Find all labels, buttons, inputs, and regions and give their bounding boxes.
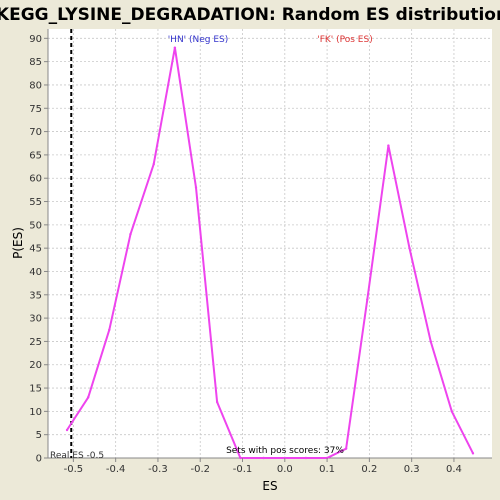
pos-scores-label: Sets with pos scores: 37% xyxy=(226,446,344,456)
ticks: 0 5 10 15 20 25 30 35 40 45 50 55 60 65 70 75 80 85 90 -0.5… xyxy=(29,34,462,475)
y-tick-label: 70 xyxy=(29,127,42,138)
data-point xyxy=(304,456,308,460)
y-tick-label: 55 xyxy=(29,197,42,208)
y-tick-label: 35 xyxy=(29,290,42,301)
y-tick-label: 0 xyxy=(36,454,42,465)
data-point xyxy=(429,340,432,343)
y-tick-label: 25 xyxy=(29,337,42,348)
data-point xyxy=(129,232,132,236)
plot-area xyxy=(48,29,492,458)
data-point xyxy=(86,396,90,399)
y-tick-label: 15 xyxy=(29,384,42,395)
data-point xyxy=(366,298,369,301)
x-tick-label: 0.4 xyxy=(446,464,462,475)
y-tick-label: 65 xyxy=(29,150,42,161)
data-point xyxy=(239,456,242,460)
x-tick-label: 0.3 xyxy=(404,464,420,475)
y-tick-label: 50 xyxy=(29,220,42,231)
data-point xyxy=(262,456,265,460)
series-layer xyxy=(65,29,475,460)
series-line xyxy=(66,46,474,459)
x-tick-label: -0.2 xyxy=(190,464,210,475)
data-point xyxy=(152,163,155,166)
data-point xyxy=(215,400,219,404)
x-axis-title: ES xyxy=(262,479,277,493)
data-point xyxy=(65,428,69,432)
y-tick-label: 5 xyxy=(36,430,42,441)
data-point xyxy=(108,328,111,331)
y-tick-label: 30 xyxy=(29,314,42,325)
neg-es-label: 'HN' (Neg ES) xyxy=(168,35,229,45)
y-tick-label: 45 xyxy=(29,244,42,255)
data-point xyxy=(194,186,198,189)
x-tick-label: -0.3 xyxy=(148,464,168,475)
y-axis-title: P(ES) xyxy=(11,227,25,259)
data-point xyxy=(387,144,390,147)
y-tick-label: 40 xyxy=(29,267,42,278)
data-point xyxy=(173,46,177,49)
x-tick-label: 0.1 xyxy=(319,464,335,475)
data-point xyxy=(450,410,454,413)
y-tick-label: 80 xyxy=(29,80,42,91)
pos-es-label: 'FK' (Pos ES) xyxy=(317,35,372,45)
y-tick-label: 75 xyxy=(29,104,42,115)
chart-title: KEGG_LYSINE_DEGRADATION: Random ES distr… xyxy=(0,5,500,25)
x-tick-label: -0.1 xyxy=(233,464,253,475)
real-es-label: Real ES -0.5 xyxy=(50,451,104,461)
data-point xyxy=(471,452,475,455)
data-point xyxy=(408,246,411,250)
y-tick-label: 10 xyxy=(29,407,42,418)
x-tick-label: 0.2 xyxy=(361,464,377,475)
y-tick-label: 85 xyxy=(29,57,42,68)
data-point xyxy=(344,447,348,450)
x-tick-label: 0.0 xyxy=(277,464,293,475)
y-tick-label: 90 xyxy=(29,34,42,45)
x-tick-label: -0.5 xyxy=(64,464,84,475)
annotations: 'HN' (Neg ES) 'FK' (Pos ES) Sets with po… xyxy=(50,35,373,461)
x-tick-label: -0.4 xyxy=(106,464,126,475)
y-tick-label: 20 xyxy=(29,360,42,371)
y-tick-label: 60 xyxy=(29,174,42,185)
